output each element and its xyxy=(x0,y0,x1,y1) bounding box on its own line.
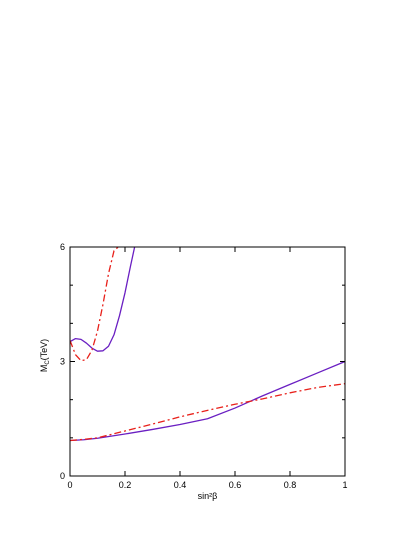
solid-curve-2 xyxy=(70,360,345,442)
x-tick-label: 1 xyxy=(342,480,347,490)
dashdot-curve-1 xyxy=(70,247,119,362)
x-tick-label: 0.4 xyxy=(174,480,187,490)
x-tick-label: 0 xyxy=(67,480,72,490)
x-tick-label: 0.8 xyxy=(284,480,297,490)
y-axis-label: MC(TeV) xyxy=(39,339,51,372)
x-tick-label: 0.2 xyxy=(119,480,132,490)
y-tick-label: 0 xyxy=(60,471,65,481)
tick-labels-layer: 0 0.2 0.4 0.6 0.8 1 0 3 6 xyxy=(60,242,348,490)
y-axis-label-unit: (TeV) xyxy=(39,339,49,361)
ticks-layer xyxy=(69,246,346,477)
x-tick-label: 0.6 xyxy=(229,480,242,490)
y-axis-label-sub: C xyxy=(45,360,51,365)
plot-frame xyxy=(69,246,346,477)
y-axis-label-main: M xyxy=(39,365,49,373)
y-tick-label: 3 xyxy=(60,357,65,367)
x-axis-label: sin²β xyxy=(198,491,218,501)
dashdot-curve-2 xyxy=(70,382,345,442)
solid-curve-1 xyxy=(70,247,136,352)
svg-text:MC(TeV): MC(TeV) xyxy=(39,339,51,372)
y-tick-label: 6 xyxy=(60,242,65,252)
series-layer xyxy=(70,247,345,442)
